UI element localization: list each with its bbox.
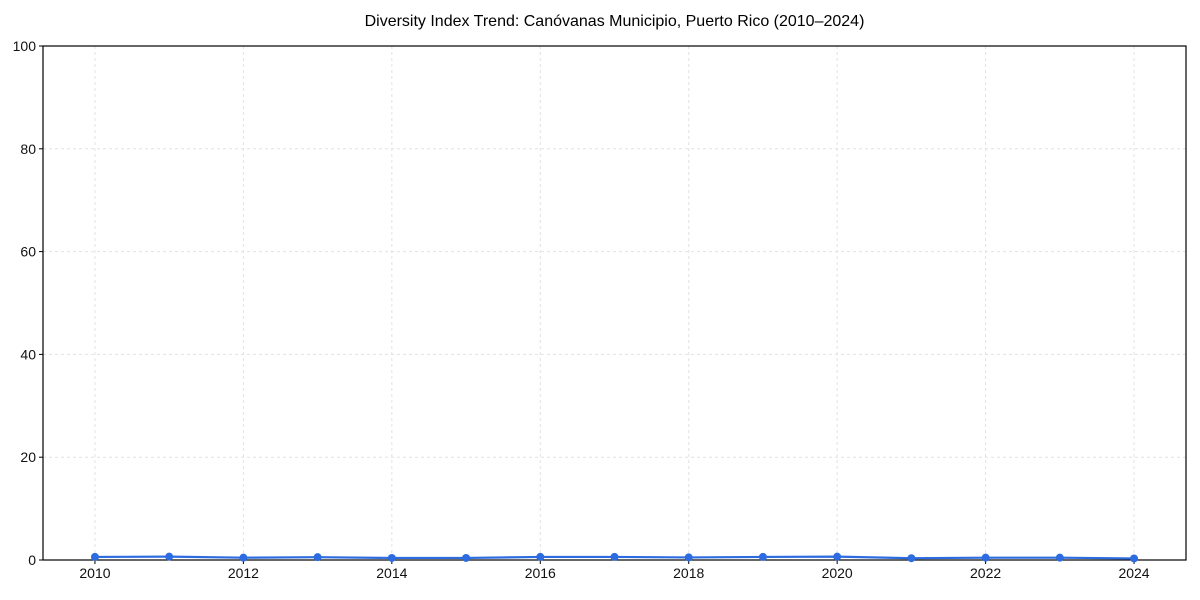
data-point [239,553,248,562]
data-point [90,552,99,561]
x-tick-label: 2012 [228,565,259,581]
data-point [833,552,842,561]
data-point [758,552,767,561]
data-point [1130,554,1139,563]
data-point [907,554,916,563]
x-tick-label: 2010 [79,565,110,581]
data-point [1055,553,1064,562]
x-tick-label: 2014 [376,565,407,581]
x-tick-label: 2020 [822,565,853,581]
data-point [165,552,174,561]
data-point [387,553,396,562]
data-point [610,552,619,561]
data-point [684,553,693,562]
y-tick-label: 20 [20,449,36,465]
data-point [536,552,545,561]
y-tick-label: 0 [28,552,36,568]
x-tick-label: 2024 [1118,565,1149,581]
y-tick-label: 60 [20,244,36,260]
x-tick-label: 2016 [525,565,556,581]
y-tick-label: 40 [20,346,36,362]
y-tick-label: 80 [20,141,36,157]
x-tick-label: 2022 [970,565,1001,581]
plot-border [42,45,1187,561]
y-tick-label: 100 [13,38,37,54]
chart-title: Diversity Index Trend: Canóvanas Municip… [364,13,865,30]
data-point [981,553,990,562]
data-point [313,553,322,562]
x-tick-label: 2018 [673,565,704,581]
data-point [462,553,471,562]
